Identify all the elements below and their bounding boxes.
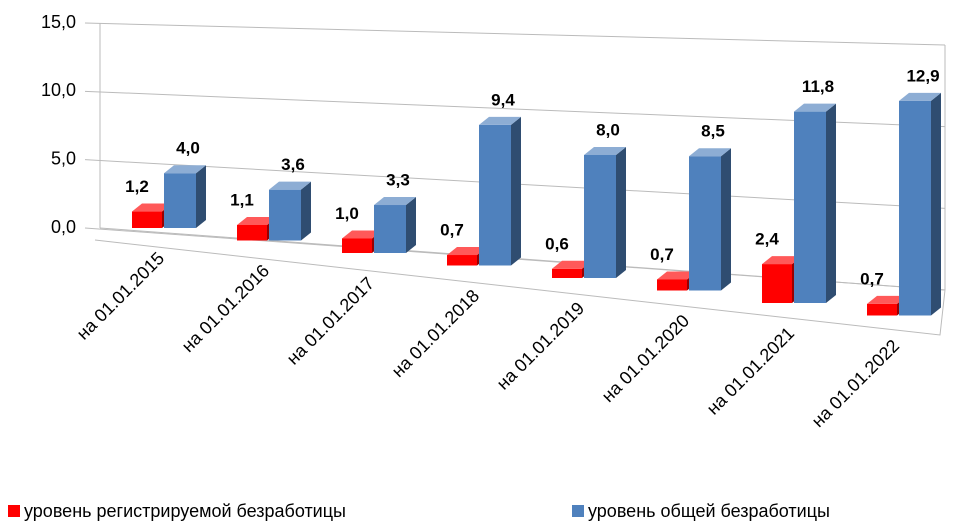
floor bbox=[94, 227, 946, 336]
bar-top bbox=[657, 271, 697, 280]
y-tick-label: 0,0 bbox=[51, 217, 76, 237]
bar-front bbox=[794, 111, 826, 303]
bar-top bbox=[447, 247, 487, 256]
value-label: 0,7 bbox=[650, 245, 674, 264]
value-label: 4,0 bbox=[176, 139, 200, 158]
bar-front bbox=[164, 173, 196, 228]
bar-top bbox=[269, 181, 311, 190]
grid-line bbox=[84, 22, 946, 46]
value-label: 2,4 bbox=[755, 230, 779, 249]
x-tick-label: на 01.01.2015 bbox=[73, 248, 168, 343]
bar-top bbox=[237, 216, 277, 225]
legend-label: уровень регистрируемой безработицы bbox=[24, 501, 346, 521]
bar-front bbox=[899, 100, 931, 316]
value-label: 8,5 bbox=[701, 122, 725, 141]
bar-top bbox=[479, 116, 521, 125]
bar-front bbox=[132, 211, 162, 228]
bar-top bbox=[342, 230, 382, 239]
x-tick-label: на 01.01.2018 bbox=[388, 286, 483, 381]
value-label: 1,2 bbox=[125, 177, 149, 196]
bar bbox=[794, 103, 836, 303]
value-label: 8,0 bbox=[596, 120, 620, 139]
legend-swatch bbox=[8, 505, 20, 517]
y-tick-label: 5,0 bbox=[51, 148, 76, 168]
value-label: 0,7 bbox=[440, 221, 464, 240]
bar-front bbox=[689, 156, 721, 291]
x-tick-label: на 01.01.2020 bbox=[598, 311, 693, 406]
bar-side bbox=[511, 116, 521, 266]
bar-side bbox=[826, 103, 836, 303]
y-tick-label: 15,0 bbox=[41, 12, 76, 32]
bar-top bbox=[867, 295, 907, 304]
value-label: 11,8 bbox=[802, 77, 834, 96]
value-label: 0,7 bbox=[860, 269, 884, 288]
bar-top bbox=[584, 146, 626, 155]
x-tick-label: на 01.01.2021 bbox=[703, 323, 798, 418]
bar-side bbox=[196, 165, 206, 228]
bar bbox=[689, 148, 731, 291]
bar-side bbox=[721, 148, 731, 291]
bar-side bbox=[301, 181, 311, 241]
bar-front bbox=[552, 268, 582, 278]
bar bbox=[269, 181, 311, 241]
value-label: 1,1 bbox=[230, 190, 254, 209]
value-label: 3,6 bbox=[281, 155, 305, 174]
bar-top bbox=[132, 203, 172, 212]
bar-top bbox=[762, 256, 802, 265]
bar bbox=[899, 92, 941, 316]
bar-side bbox=[406, 197, 416, 253]
value-label: 3,3 bbox=[386, 171, 410, 190]
bar bbox=[584, 146, 626, 278]
bar-front bbox=[867, 303, 897, 316]
bar-front bbox=[447, 255, 477, 266]
bar-front bbox=[762, 264, 792, 303]
x-tick-label: на 01.01.2019 bbox=[493, 298, 588, 393]
value-label: 12,9 bbox=[906, 66, 939, 85]
value-label: 9,4 bbox=[491, 90, 515, 109]
bar-top bbox=[374, 197, 416, 206]
bar-front bbox=[269, 189, 301, 241]
value-label: 0,6 bbox=[545, 234, 569, 253]
x-tick-label: на 01.01.2016 bbox=[178, 261, 273, 356]
bar-front bbox=[584, 154, 616, 278]
x-tick-label: на 01.01.2017 bbox=[283, 273, 378, 368]
bar-front bbox=[237, 224, 267, 241]
x-tick-label: на 01.01.2022 bbox=[808, 336, 903, 431]
bar bbox=[374, 197, 416, 253]
legend-swatch bbox=[572, 505, 584, 517]
value-label: 1,0 bbox=[335, 204, 359, 223]
bar-top bbox=[689, 148, 731, 157]
y-tick-label: 10,0 bbox=[41, 80, 76, 100]
bar-side bbox=[616, 146, 626, 278]
bar-front bbox=[374, 205, 406, 253]
bar-top bbox=[794, 103, 836, 112]
bar-top bbox=[899, 92, 941, 101]
bar-top bbox=[164, 165, 206, 174]
bar bbox=[479, 116, 521, 266]
bar-front bbox=[657, 279, 687, 291]
bar-top bbox=[552, 260, 592, 269]
bar-side bbox=[931, 92, 941, 316]
bar-front bbox=[479, 124, 511, 266]
legend-label: уровень общей безработицы bbox=[588, 501, 830, 521]
bar-front bbox=[342, 238, 372, 253]
bar bbox=[164, 165, 206, 228]
